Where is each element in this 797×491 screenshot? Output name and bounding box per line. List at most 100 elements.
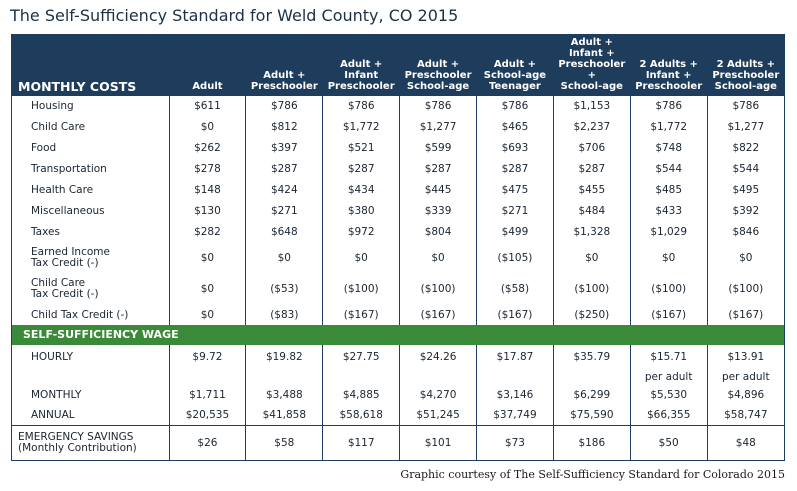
cost-row: Child Tax Credit (-) $0 ($83) ($167) ($167)(… xyxy=(12,304,784,326)
cost-value: $804 xyxy=(399,221,477,243)
cost-value: $287 xyxy=(245,158,323,180)
cost-label: Food xyxy=(12,138,169,159)
line: School-age xyxy=(483,70,547,81)
line: Adult + xyxy=(263,70,306,81)
cost-row: Housing $611 $786 $786 $786 $786 $1,153 $786 $78… xyxy=(12,96,784,117)
cost-value: ($53) xyxy=(245,273,323,305)
line: Adult xyxy=(192,81,223,92)
column-header: Adult + Infant Preschooler xyxy=(322,35,400,96)
emergency-savings-label: EMERGENCY SAVINGS (Monthly Contribution) xyxy=(12,425,169,461)
hourly-row: HOURLY $9.72 $19.82 $27.75 $24.26 $17.87 $35.7… xyxy=(12,345,784,369)
cost-label: Earned Income Tax Credit (-) xyxy=(12,242,169,273)
cost-value: $455 xyxy=(552,179,631,201)
cost-value: $846 xyxy=(706,221,784,243)
cost-value: ($100) xyxy=(322,273,400,305)
cost-value: $1,328 xyxy=(552,221,631,243)
cost-value: $287 xyxy=(476,158,554,180)
line: Child Care xyxy=(31,276,86,289)
monthly-row-label: MONTHLY xyxy=(31,389,82,402)
cost-value: $445 xyxy=(399,179,477,201)
per-adult-note xyxy=(399,368,477,386)
cost-row: Child Care Tax Credit (-) $0 ($53) ($100) ($1… xyxy=(12,273,784,305)
cost-value: $1,277 xyxy=(399,116,477,138)
emergency-savings-value: $101 xyxy=(399,425,477,461)
cost-value: $599 xyxy=(399,137,477,159)
cost-label: Child Tax Credit (-) xyxy=(12,304,169,325)
emergency-savings-row: EMERGENCY SAVINGS (Monthly Contribution) $… xyxy=(12,425,784,461)
line: Preschooler xyxy=(635,81,703,92)
cost-value: ($167) xyxy=(399,304,477,326)
cost-value: $475 xyxy=(476,179,554,201)
cost-row: Taxes $282 $648 $972 $804 $499 $1,328 $1,029 $84… xyxy=(12,221,784,243)
cost-value: $287 xyxy=(552,158,631,180)
line: Child Tax Credit (-) xyxy=(31,308,129,321)
cost-value: $706 xyxy=(552,137,631,159)
line: Preschooler xyxy=(327,81,395,92)
cost-value: $786 xyxy=(399,96,477,117)
line: School-age xyxy=(714,81,777,92)
line: Infant xyxy=(344,70,379,81)
cost-value: $278 xyxy=(168,158,246,180)
cost-value: $786 xyxy=(245,96,323,117)
cost-value: $822 xyxy=(706,137,784,159)
cost-value: $465 xyxy=(476,116,554,138)
per-adult-note xyxy=(168,368,246,386)
line: EMERGENCY SAVINGS xyxy=(18,431,134,444)
cost-value: ($100) xyxy=(706,273,784,305)
cost-value: $1,029 xyxy=(629,221,708,243)
line: Adult + xyxy=(493,59,536,70)
cost-label: Child Care xyxy=(12,117,169,138)
hourly-row-label: HOURLY xyxy=(31,350,74,363)
line: (Monthly Contribution) xyxy=(18,442,137,455)
cost-value: $271 xyxy=(245,200,323,222)
per-adult-note xyxy=(476,368,554,386)
cost-label: Taxes xyxy=(12,221,169,242)
wage-section-heading: SELF-SUFFICIENCY WAGE xyxy=(12,325,784,346)
hourly-row-value: $17.87 xyxy=(476,345,554,369)
monthly-row-value: $3,146 xyxy=(476,385,554,406)
cost-value: $148 xyxy=(168,179,246,201)
annual-row-value: $37,749 xyxy=(476,405,554,426)
monthly-row-value: $4,885 xyxy=(322,385,400,406)
line: Preschooler + xyxy=(558,59,626,81)
line: Teenager xyxy=(489,81,541,92)
monthly-row-value: $4,270 xyxy=(399,385,477,406)
cost-value: $262 xyxy=(168,137,246,159)
cost-value: $0 xyxy=(168,304,246,326)
hourly-row-value: $35.79 xyxy=(552,345,631,369)
cost-value: ($100) xyxy=(399,273,477,305)
line: Preschooler xyxy=(712,70,780,81)
cost-row: Earned Income Tax Credit (-) $0 $0 $0 $0 ($105… xyxy=(12,242,784,274)
column-header: 2 Adults + Infant + Preschooler xyxy=(629,35,708,96)
emergency-savings-value: $48 xyxy=(706,425,784,461)
cost-value: $544 xyxy=(629,158,708,180)
cost-value: $287 xyxy=(322,158,400,180)
cost-value: ($105) xyxy=(476,242,554,274)
line: Child Care xyxy=(31,121,86,134)
annual-row-value: $41,858 xyxy=(245,405,323,426)
per-adult-note: per adult xyxy=(706,368,784,386)
cost-value: $495 xyxy=(706,179,784,201)
line: Tax Credit (-) xyxy=(31,287,99,300)
line: 2 Adults + xyxy=(716,59,776,70)
monthly-costs-heading: MONTHLY COSTS xyxy=(12,35,169,96)
line: Tax Credit (-) xyxy=(31,256,99,269)
line: Earned Income xyxy=(31,245,110,258)
emergency-savings-value: $58 xyxy=(245,425,323,461)
hourly-row-value: $15.71 xyxy=(629,345,708,369)
annual-row: ANNUAL $20,535 $41,858 $58,618 $51,245 $37,74… xyxy=(12,405,784,426)
cost-value: $282 xyxy=(168,221,246,243)
cost-value: $499 xyxy=(476,221,554,243)
annual-row-value: $20,535 xyxy=(168,405,246,426)
per-adult-note xyxy=(245,368,323,386)
line: Adult + xyxy=(417,59,460,70)
cost-value: $0 xyxy=(399,242,477,274)
cost-value: ($58) xyxy=(476,273,554,305)
cost-value: $1,772 xyxy=(322,116,400,138)
cost-value: $693 xyxy=(476,137,554,159)
cost-value: $433 xyxy=(629,200,708,222)
cost-value: $1,153 xyxy=(552,96,631,117)
cost-value: $544 xyxy=(706,158,784,180)
line: School-age xyxy=(406,81,470,92)
annual-row-value: $58,618 xyxy=(322,405,400,426)
